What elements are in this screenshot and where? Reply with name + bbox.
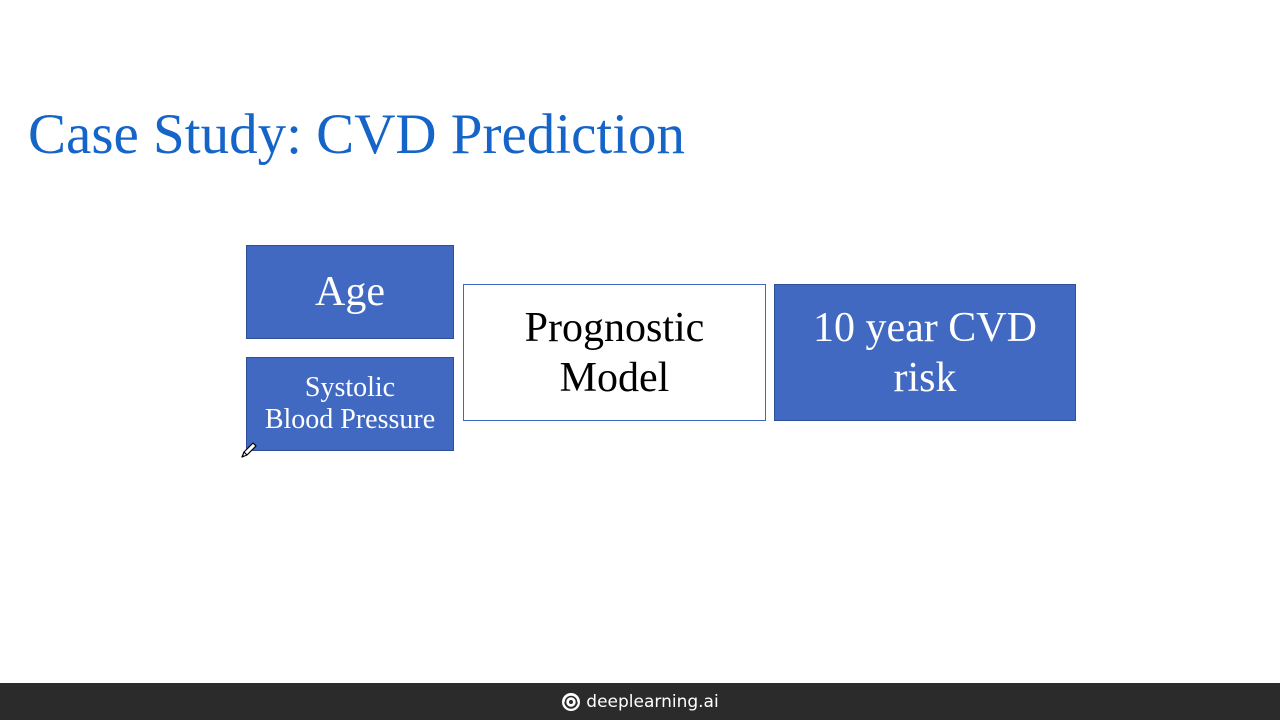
pen-cursor-icon: [241, 442, 257, 458]
prognostic-model-box: Prognostic Model: [463, 284, 766, 421]
input-label-age: Age: [315, 269, 385, 315]
deeplearning-logo-icon: [562, 692, 581, 711]
input-label-systolic-blood-pressure: Systolic Blood Pressure: [264, 372, 436, 435]
output-label-cvd-risk: 10 year CVD risk: [813, 304, 1037, 401]
slide: Case Study: CVD Prediction Age Systolic …: [28, 103, 1076, 458]
slide-title: Case Study: CVD Prediction: [28, 103, 686, 166]
footer-bar: deeplearning.ai: [0, 683, 1280, 720]
input-box-age: Age: [246, 245, 454, 339]
prognostic-model-label: Prognostic Model: [524, 304, 705, 401]
input-box-systolic-blood-pressure: Systolic Blood Pressure: [246, 357, 454, 451]
output-box-cvd-risk: 10 year CVD risk: [774, 284, 1076, 421]
footer-brand: deeplearning.ai: [586, 691, 719, 712]
